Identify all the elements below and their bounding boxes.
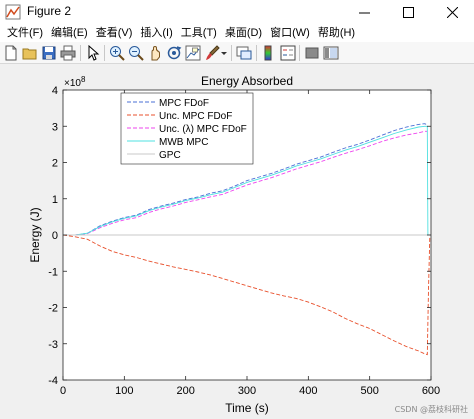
show-plot-tools-icon[interactable] bbox=[323, 45, 339, 61]
x-axis-label: Time (s) bbox=[225, 401, 269, 415]
series-line-0 bbox=[63, 123, 427, 236]
menu-bar: 文件(F) 编辑(E) 查看(V) 插入(I) 工具(T) 桌面(D) 窗口(W… bbox=[0, 24, 474, 42]
chart-legend[interactable]: MPC FDoF Unc. MPC FDoF Unc. (λ) MPC FDoF MW… bbox=[120, 92, 254, 165]
close-button[interactable] bbox=[430, 0, 474, 24]
menu-tools[interactable]: 工具(T) bbox=[180, 27, 217, 39]
menu-help[interactable]: 帮助(H) bbox=[317, 27, 356, 39]
maximize-icon bbox=[402, 6, 414, 18]
new-figure-icon[interactable] bbox=[3, 45, 19, 61]
legend-icon[interactable] bbox=[280, 45, 296, 61]
x-tick-label: 200 bbox=[176, 385, 194, 397]
legend-entry-label: MWB MPC bbox=[159, 137, 208, 148]
menu-insert[interactable]: 插入(I) bbox=[140, 27, 173, 39]
legend-entry-label: Unc. MPC FDoF bbox=[159, 111, 232, 122]
window-title: Figure 2 bbox=[27, 4, 72, 18]
series-layer bbox=[62, 123, 431, 356]
pan-icon[interactable] bbox=[147, 45, 163, 61]
save-icon[interactable] bbox=[41, 45, 57, 61]
y-tick-label: -4 bbox=[48, 375, 58, 387]
matlab-figure-icon bbox=[5, 4, 21, 20]
zoom-in-icon[interactable] bbox=[109, 45, 125, 61]
legend-entry-label: Unc. (λ) MPC FDoF bbox=[159, 124, 247, 135]
legend-entry-label: GPC bbox=[159, 150, 181, 161]
maximize-button[interactable] bbox=[386, 0, 430, 24]
x-tick-label: 500 bbox=[360, 385, 378, 397]
x-tick-label: 300 bbox=[238, 385, 256, 397]
data-cursor-icon[interactable] bbox=[185, 45, 201, 61]
close-icon bbox=[446, 6, 458, 18]
chart-title: Energy Absorbed bbox=[201, 74, 293, 88]
toolbar-separator bbox=[231, 45, 232, 61]
y-tick-label: 1 bbox=[52, 194, 58, 206]
brush-icon[interactable] bbox=[204, 45, 220, 61]
y-tick-label: -2 bbox=[48, 303, 58, 315]
y-tick-label: 3 bbox=[52, 121, 58, 133]
rotate-3d-icon[interactable] bbox=[166, 45, 182, 61]
open-file-icon[interactable] bbox=[22, 45, 38, 61]
figure-canvas[interactable]: Energy Absorbed ×108 0 100 200 300 400 500 600… bbox=[0, 65, 474, 419]
x-tick-label: 0 bbox=[60, 385, 66, 397]
link-plot-icon[interactable] bbox=[236, 45, 252, 61]
series-line-3 bbox=[63, 125, 429, 236]
minimize-icon bbox=[358, 12, 370, 13]
y-tick-label: 0 bbox=[52, 230, 58, 242]
x-tick-label: 400 bbox=[299, 385, 317, 397]
title-bar: Figure 2 bbox=[0, 0, 474, 24]
y-tick-label: 4 bbox=[52, 85, 58, 97]
colorbar-icon[interactable] bbox=[261, 45, 277, 61]
plot-axes-frame bbox=[62, 89, 432, 381]
toolbar-separator bbox=[80, 45, 81, 61]
toolbar-separator bbox=[256, 45, 257, 61]
series-line-2 bbox=[63, 130, 428, 236]
menu-view[interactable]: 查看(V) bbox=[95, 27, 133, 39]
zoom-out-icon[interactable] bbox=[128, 45, 144, 61]
hide-plot-tools-icon[interactable] bbox=[304, 45, 320, 61]
y-tick-label: -1 bbox=[48, 266, 58, 278]
x-tick-label: 100 bbox=[115, 385, 133, 397]
x-tick-label: 600 bbox=[422, 385, 440, 397]
minimize-button[interactable] bbox=[342, 0, 386, 24]
y-tick-label: 2 bbox=[52, 158, 58, 170]
watermark-text: CSDN @荔枝科研社 bbox=[394, 405, 468, 414]
series-line-1 bbox=[62, 234, 431, 356]
toolbar-separator bbox=[104, 45, 105, 61]
y-axis-label: Energy (J) bbox=[28, 207, 42, 262]
menu-desktop[interactable]: 桌面(D) bbox=[224, 27, 263, 39]
pointer-icon[interactable] bbox=[85, 45, 101, 61]
print-icon[interactable] bbox=[60, 45, 76, 61]
y-tick-label: -3 bbox=[48, 339, 58, 351]
y-axis-exponent: ×108 bbox=[64, 75, 86, 89]
figure-toolbar bbox=[0, 42, 474, 64]
menu-edit[interactable]: 编辑(E) bbox=[51, 27, 88, 39]
toolbar-separator bbox=[299, 45, 300, 61]
menu-file[interactable]: 文件(F) bbox=[7, 27, 44, 39]
energy-plot[interactable]: Energy Absorbed ×108 0 100 200 300 400 500 600… bbox=[0, 65, 474, 419]
legend-entry-label: MPC FDoF bbox=[159, 98, 209, 109]
menu-window[interactable]: 窗口(W) bbox=[270, 27, 310, 39]
chevron-down-icon[interactable] bbox=[220, 45, 228, 61]
